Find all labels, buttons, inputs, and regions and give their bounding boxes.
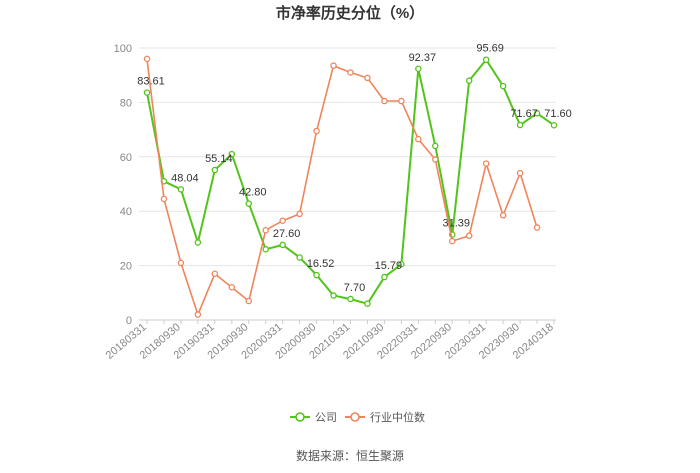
data-point [448,237,456,245]
data-point [499,82,507,90]
data-label: 7.70 [344,282,365,294]
data-point [499,212,507,219]
data-point [245,297,252,305]
data-point [330,292,337,299]
data-label: 83.61 [137,76,165,88]
data-label: 42.80 [239,187,267,199]
data-label: 71.60 [544,108,572,120]
series-line-1 [146,58,538,317]
data-point [415,135,422,143]
data-point [279,217,286,224]
data-point [516,169,524,177]
data-point [482,56,490,63]
data-label: 27.60 [273,228,301,240]
data-point [177,186,185,193]
data-point [550,121,558,129]
data-point [194,311,202,318]
data-point [432,156,439,163]
data-point [296,254,303,261]
data-source: 数据来源：恒生聚源 [295,449,404,463]
legend-label-1: 行业中位数 [370,410,425,424]
data-point [194,239,202,246]
data-point [262,226,269,234]
data-point [143,89,151,96]
data-point [211,270,219,278]
chart-title: 市净率历史分位（%） [275,5,425,22]
y-tick-label: 20 [120,261,132,273]
data-point [330,62,337,69]
y-tick-label: 40 [120,206,132,218]
y-tick-label: 0 [126,315,132,327]
data-point [381,97,388,105]
data-point [262,246,269,253]
data-point [364,74,371,82]
data-point [143,55,151,63]
y-tick-label: 80 [120,97,132,109]
data-point [279,241,286,249]
data-point [347,69,354,76]
data-point [177,259,185,267]
data-point [533,224,541,231]
data-point [211,166,219,174]
legend-swatch-marker [295,412,305,422]
data-label: 15.79 [375,260,403,272]
data-point [381,273,388,281]
y-tick-label: 100 [114,43,132,55]
data-point [347,295,354,303]
data-point [296,210,303,218]
data-point [160,195,168,203]
data-point [398,260,405,268]
data-point [465,77,473,84]
y-tick-label: 60 [120,152,132,164]
data-label: 55.14 [205,153,233,165]
legend-swatch-marker [350,412,360,422]
data-point [482,160,490,167]
data-point [313,127,320,135]
data-label: 95.69 [476,43,504,55]
data-point [398,97,405,105]
data-point [228,284,236,291]
data-label: 16.52 [307,258,335,270]
data-label: 71.67 [510,108,538,120]
data-point [533,110,541,117]
data-point [364,300,371,307]
data-point [465,232,473,239]
data-point [415,65,422,73]
data-point [432,142,439,150]
legend-label-0: 公司 [315,412,337,424]
data-label: 92.37 [409,52,437,64]
data-point [313,271,320,279]
data-point [245,200,252,207]
data-point [516,121,524,129]
data-point [228,150,236,158]
data-label: 48.04 [171,172,199,184]
data-label: 31.39 [442,218,470,230]
